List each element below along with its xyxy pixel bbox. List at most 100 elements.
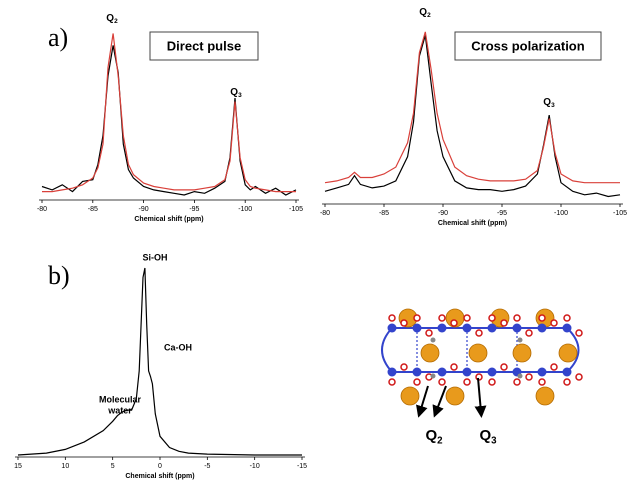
o-atom (563, 378, 571, 386)
si-atom (537, 323, 547, 333)
si-atom (437, 367, 447, 377)
annotation: water (107, 405, 132, 415)
x-tick-label: -15 (297, 463, 307, 470)
annotation: Si-OH (142, 252, 167, 262)
o-atom (563, 314, 571, 322)
o-atom (488, 314, 496, 322)
chart-title: Cross polarization (471, 38, 584, 53)
x-tick-label: -10 (250, 463, 260, 470)
o-atom (500, 319, 508, 327)
si-atom (387, 323, 397, 333)
annotation: Ca-OH (164, 342, 192, 352)
label-sub: 2 (114, 18, 118, 25)
o-atom (463, 314, 471, 322)
x-tick-label: 5 (111, 463, 115, 470)
si-atom (487, 323, 497, 333)
peak-label: Q3 (479, 427, 497, 446)
h-atom (517, 337, 523, 343)
panel-label: a) (48, 23, 68, 52)
si-atom (512, 323, 522, 333)
label-base: Q (419, 7, 427, 18)
x-tick-label: -95 (497, 210, 507, 217)
ca-atom (445, 386, 465, 406)
x-tick-label: -90 (438, 210, 448, 217)
label-sub: 3 (551, 102, 555, 109)
x-axis-label: Chemical shift (ppm) (438, 220, 507, 227)
o-atom (413, 314, 421, 322)
x-tick-label: -95 (189, 206, 199, 213)
o-atom (525, 329, 533, 337)
arrow (474, 377, 487, 418)
o-atom (438, 314, 446, 322)
x-tick-label: -90 (139, 206, 149, 213)
si-atom (437, 323, 447, 333)
ca-atom (420, 343, 440, 363)
si-atom (412, 367, 422, 377)
spectrum-line (42, 33, 296, 193)
structure: Q2 Q3 (381, 308, 583, 446)
h-atom (517, 373, 523, 379)
label-sub: 3 (491, 435, 497, 446)
x-tick-label: 10 (61, 463, 69, 470)
peak-label: Q3 (543, 97, 555, 109)
o-atom (550, 363, 558, 371)
o-atom (513, 378, 521, 386)
x-axis-label: Chemical shift (ppm) (134, 216, 203, 223)
x-tick-label: -85 (379, 210, 389, 217)
o-atom (538, 378, 546, 386)
x-tick-label: -105 (289, 206, 303, 213)
o-atom (575, 329, 583, 337)
spectrum-line (17, 267, 302, 456)
ca-atom (535, 386, 555, 406)
x-tick-label: -105 (613, 210, 627, 217)
si-atom (562, 367, 572, 377)
o-atom (475, 329, 483, 337)
o-atom (550, 319, 558, 327)
o-atom (425, 329, 433, 337)
arrow (416, 385, 429, 418)
si-atom (537, 367, 547, 377)
label-sub: 2 (437, 435, 443, 446)
spectrum-line (324, 31, 620, 184)
ca-atom (400, 386, 420, 406)
panel-label: b) (48, 261, 70, 290)
o-atom (438, 378, 446, 386)
x-tick-label: -80 (37, 206, 47, 213)
x-tick-label: -5 (204, 463, 210, 470)
x-tick-label: -100 (554, 210, 568, 217)
x-tick-label: -100 (238, 206, 252, 213)
o-atom (500, 363, 508, 371)
peak-label: Q2 (106, 13, 118, 25)
x-tick-label: -85 (88, 206, 98, 213)
o-atom (400, 319, 408, 327)
si-atom (412, 323, 422, 333)
o-atom (388, 378, 396, 386)
title-box (454, 31, 602, 61)
o-atom (450, 319, 458, 327)
label-sub: 3 (238, 92, 242, 99)
si-atom (387, 367, 397, 377)
label-base: Q (479, 427, 491, 444)
h-atom (430, 373, 436, 379)
peak-label: Q2 (425, 427, 443, 446)
peak-label: Q3 (230, 87, 242, 99)
o-atom (388, 314, 396, 322)
label-base: Q (230, 87, 238, 98)
spectrum-line (324, 35, 621, 198)
si-atom (462, 367, 472, 377)
ca-atom (512, 343, 532, 363)
chart-title: Direct pulse (167, 38, 241, 53)
x-tick-label: 15 (14, 463, 22, 470)
arrow (432, 385, 447, 418)
label-sub: 2 (427, 12, 431, 19)
x-tick-label: -80 (320, 210, 330, 217)
si-atom (487, 367, 497, 377)
title-box (149, 31, 259, 61)
si-atom (462, 323, 472, 333)
o-atom (400, 363, 408, 371)
ca-atom (558, 343, 578, 363)
x-tick-label: 0 (158, 463, 162, 470)
o-atom (450, 363, 458, 371)
label-base: Q (425, 427, 437, 444)
